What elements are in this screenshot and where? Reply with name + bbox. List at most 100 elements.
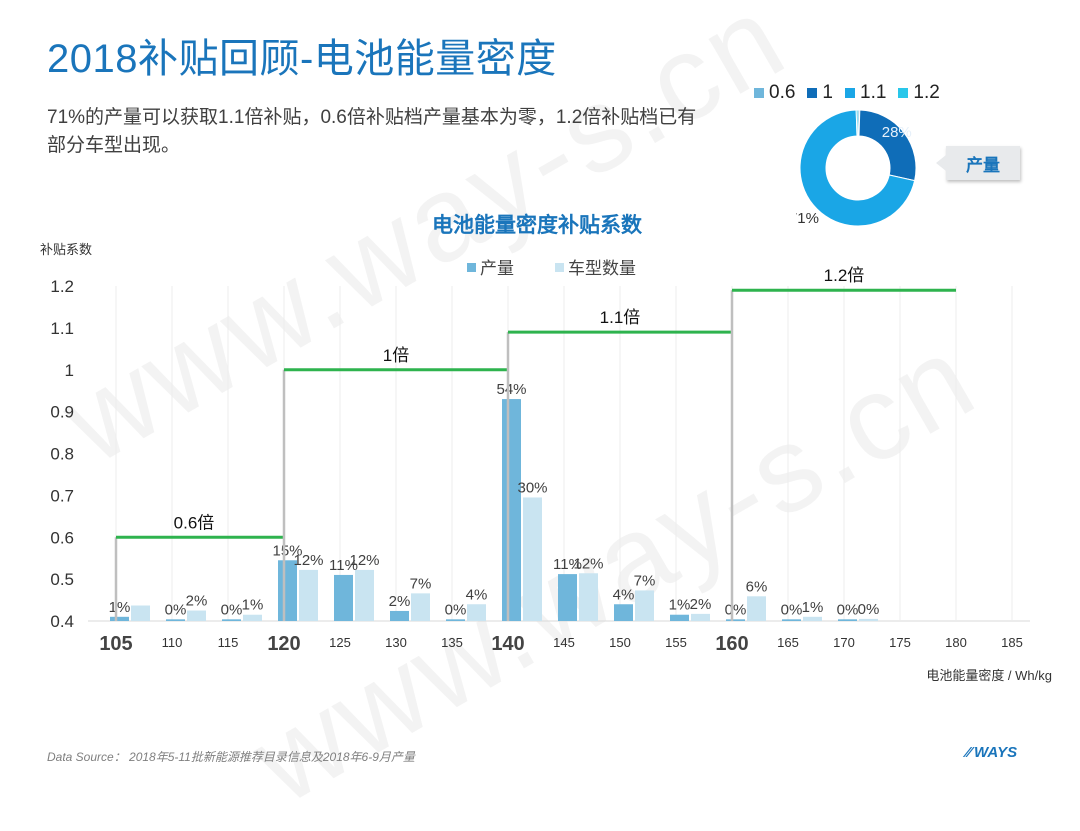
chart-title: 电池能量密度补贴系数 — [432, 213, 643, 237]
x-tick-label: 105 — [99, 633, 132, 655]
x-tick-label: 170 — [833, 635, 855, 650]
bar-production — [670, 614, 689, 621]
ways-logo: ⁄⁄ WAYS — [966, 744, 1017, 761]
bar-data-label: 6% — [746, 578, 768, 595]
step-level-label: 1.1倍 — [600, 308, 641, 327]
bar-models — [411, 593, 430, 621]
page-subtitle: 71%的产量可以获取1.1倍补贴，0.6倍补贴档产量基本为零，1.2倍补贴档已有… — [47, 107, 697, 156]
pie-legend-label: 1.1 — [860, 82, 887, 103]
x-tick-label: 160 — [715, 633, 748, 655]
bar-data-label: 0% — [445, 601, 467, 618]
bar-data-label: 1% — [109, 599, 131, 616]
bar-production — [278, 560, 297, 621]
bar-data-label: 2% — [389, 593, 411, 610]
pie-legend-label: 0.6 — [769, 82, 796, 103]
bar-production — [726, 619, 745, 621]
pie-legend-item: 1.2 — [898, 82, 940, 104]
bar-chart: 电池能量密度补贴系数 补贴系数 电池能量密度 / Wh/kg 产量 车型数量 1… — [40, 213, 1052, 683]
logo-text: WAYS — [974, 744, 1018, 761]
donut-slice — [858, 109, 917, 182]
y-axis-title: 补贴系数 — [40, 242, 92, 257]
step-level-label: 0.6倍 — [174, 513, 215, 532]
bar-models — [187, 610, 206, 621]
bar-models — [635, 590, 654, 621]
x-axis-title: 电池能量密度 / Wh/kg — [926, 668, 1052, 683]
bar-data-label: 15% — [272, 542, 302, 559]
bar-models — [355, 569, 374, 621]
data-source: Data Source： 2018年5-11批新能源推荐目录信息及2018年6-… — [47, 750, 415, 764]
step-level-label: 1.2倍 — [824, 266, 865, 285]
bar-models — [691, 613, 710, 621]
bar-data-label: 7% — [410, 575, 432, 592]
bar-production — [222, 619, 241, 621]
bar-production — [502, 399, 521, 621]
bar-models — [243, 614, 262, 621]
bar-data-label: 0% — [858, 601, 880, 618]
y-tick-label: 1.1 — [50, 319, 74, 338]
x-tick-label: 165 — [777, 635, 799, 650]
bar-data-label: 11% — [553, 556, 582, 573]
pie-callout-label: 产量 — [966, 155, 1000, 175]
bar-data-label: 12% — [573, 555, 603, 572]
pie-legend-swatch — [807, 88, 818, 98]
bar-models — [747, 596, 766, 621]
y-tick-label: 0.9 — [50, 403, 74, 422]
bar-data-label: 2% — [186, 593, 208, 610]
pie-legend-swatch — [898, 88, 909, 98]
bar-production — [110, 616, 129, 621]
pie-legend-swatch — [754, 88, 764, 98]
bar-production — [782, 619, 801, 621]
legend-label-production: 产量 — [480, 259, 514, 278]
bar-data-label: 2% — [690, 596, 712, 613]
donut-slice — [855, 109, 859, 137]
bar-models — [131, 605, 150, 621]
bar-data-label: 0% — [165, 601, 187, 618]
bar-models — [803, 616, 822, 621]
y-tick-label: 1 — [65, 361, 74, 380]
bar-production — [446, 619, 465, 621]
bar-data-label: 12% — [293, 552, 323, 569]
legend-label-models: 车型数量 — [568, 259, 636, 278]
pie-legend: 0.6 1 1.1 1.2 — [754, 82, 940, 104]
bar-production — [614, 604, 633, 621]
bar-data-label: 1% — [242, 597, 264, 614]
page-title: 2018补贴回顾-电池能量密度 — [47, 37, 557, 81]
x-tick-label: 135 — [441, 635, 463, 650]
bar-data-label: 0% — [725, 601, 747, 618]
bar-models — [523, 497, 542, 621]
bar-models — [859, 618, 878, 621]
donut-slice-label: 28% — [882, 124, 912, 141]
pie-legend-label: 1.2 — [913, 82, 940, 103]
pie-callout: 产量 — [936, 146, 1020, 180]
bar-production — [838, 619, 857, 621]
x-tick-label: 175 — [889, 635, 911, 650]
x-tick-label: 115 — [218, 635, 239, 650]
x-tick-label: 110 — [162, 635, 183, 650]
donut-slice — [799, 109, 916, 227]
step-level-label: 1倍 — [383, 346, 409, 365]
x-tick-label: 130 — [385, 635, 407, 650]
bar-data-label: 4% — [466, 586, 488, 603]
bar-data-label: 0% — [221, 601, 243, 618]
bar-data-label: 1% — [802, 599, 824, 616]
pie-legend-item: 0.6 — [754, 82, 795, 104]
x-tick-label: 120 — [267, 633, 300, 655]
bar-data-label: 0% — [781, 601, 803, 618]
x-tick-label: 125 — [329, 635, 351, 650]
x-tick-label: 155 — [665, 635, 687, 650]
pie-legend-swatch — [845, 88, 855, 98]
x-tick-label: 185 — [1001, 635, 1023, 650]
logo-mark-icon: ⁄⁄ — [966, 744, 972, 761]
bar-data-label: 4% — [613, 586, 635, 603]
y-tick-label: 0.8 — [50, 445, 74, 464]
bar-data-label: 30% — [517, 479, 547, 496]
x-tick-label: 145 — [553, 635, 575, 650]
x-tick-label: 140 — [491, 633, 524, 655]
bar-data-label: 11% — [329, 557, 358, 574]
legend-swatch-models — [555, 263, 564, 272]
pie-legend-item: 1 — [807, 82, 833, 104]
bar-data-label: 12% — [349, 552, 379, 569]
y-tick-label: 0.4 — [50, 612, 74, 631]
bar-production — [558, 574, 577, 621]
bar-data-label: 1% — [669, 597, 691, 614]
